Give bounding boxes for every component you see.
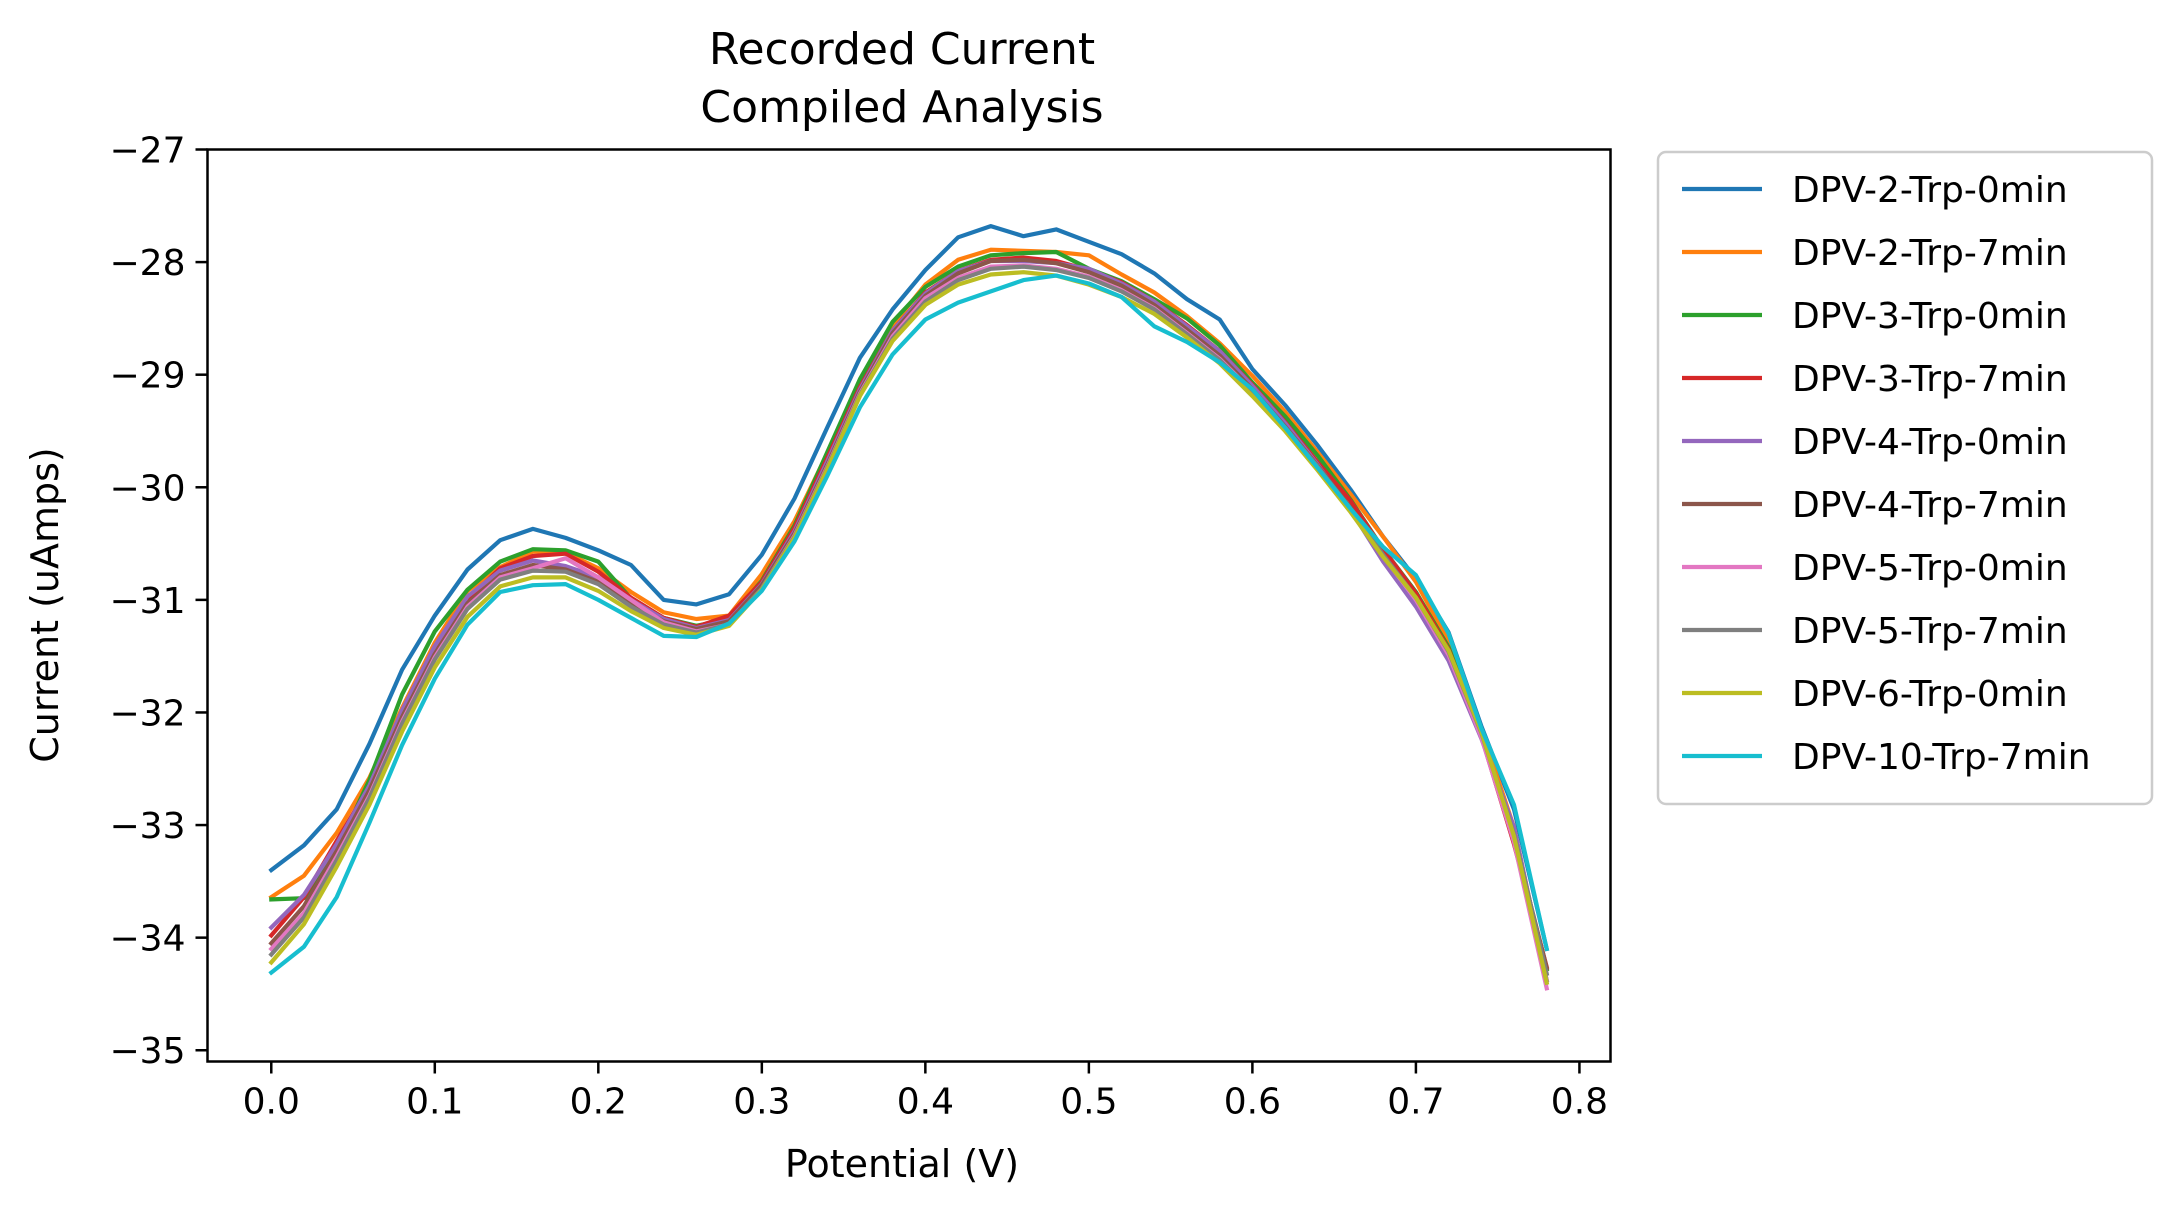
x-tick-label: 0.6 [1224,1082,1281,1123]
legend-label: DPV-2-Trp-0min [1792,170,2068,211]
y-tick-label: −30 [110,468,186,509]
x-tick-label: 0.1 [406,1082,463,1123]
x-tick-label: 0.7 [1387,1082,1444,1123]
legend-label: DPV-2-Trp-7min [1792,233,2068,274]
legend-label: DPV-3-Trp-0min [1792,296,2068,337]
y-tick-label: −32 [110,693,186,734]
x-tick-label: 0.0 [243,1082,300,1123]
legend-label: DPV-6-Trp-0min [1792,674,2068,715]
series-line-10 [268,273,1550,976]
axis-ticks: 0.0 0.1 0.2 0.3 0.4 0.5 0.6 0.7 0.8 −27 −28 −29 −30 −… [110,131,1609,1123]
chart-subtitle: Compiled Analysis [700,82,1103,133]
y-tick-label: −35 [110,1031,186,1072]
legend-label: DPV-3-Trp-7min [1792,359,2068,400]
legend-box [1656,150,2154,806]
legend-label: DPV-5-Trp-7min [1792,611,2068,652]
y-tick-label: −34 [110,919,186,960]
y-tick-label: −28 [110,243,186,284]
legend-label: DPV-10-Trp-7min [1792,737,2091,778]
y-tick-label: −29 [110,356,186,397]
x-tick-label: 0.5 [1060,1082,1117,1123]
legend-label: DPV-4-Trp-0min [1792,422,2068,463]
legend-label: DPV-4-Trp-7min [1792,485,2068,526]
legend-label: DPV-5-Trp-0min [1792,548,2068,589]
legend: DPV-2-Trp-0min DPV-2-Trp-7min DPV-3-Trp-0m… [1656,150,2154,806]
y-tick-label: −33 [110,806,186,847]
plot-frame [206,148,1612,1063]
x-tick-label: 0.4 [897,1082,954,1123]
series-line-3 [269,249,1550,972]
x-axis-label: Potential (V) [785,1142,1019,1186]
y-tick-label: −31 [110,581,186,622]
x-tick-label: 0.2 [570,1082,627,1123]
y-axis-label: Current (uAmps) [23,447,67,762]
plot-lines [268,224,1550,991]
x-tick-label: 0.8 [1551,1082,1608,1123]
chart-title: Recorded Current [709,24,1095,75]
x-tick-label: 0.3 [733,1082,790,1123]
y-tick-label: −27 [110,131,186,172]
series-line-1 [268,224,1550,952]
